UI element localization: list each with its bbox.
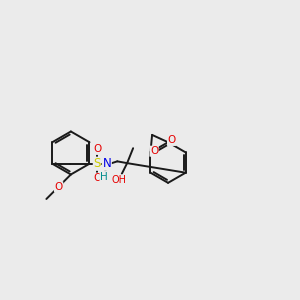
Text: O: O — [93, 173, 101, 183]
Text: O: O — [167, 135, 176, 146]
Text: H: H — [100, 172, 108, 182]
Text: O: O — [93, 144, 101, 154]
Text: N: N — [103, 157, 111, 170]
Text: O: O — [150, 146, 158, 156]
Text: S: S — [93, 157, 101, 170]
Text: O: O — [55, 182, 63, 192]
Text: OH: OH — [112, 175, 127, 185]
